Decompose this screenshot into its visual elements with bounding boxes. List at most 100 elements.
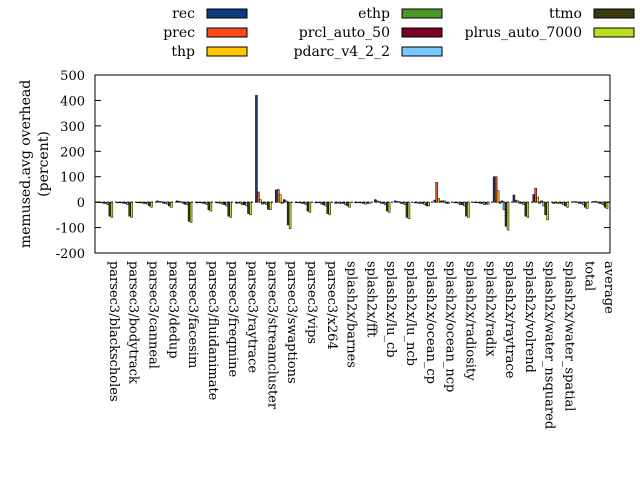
bar-ttmo [564, 201, 567, 207]
bar-ttmo [366, 201, 369, 204]
bar-ethp [379, 201, 383, 204]
bar-ethp [142, 201, 145, 204]
bar-ethp [597, 201, 601, 204]
bar-ethp [498, 201, 502, 204]
x-tick-label: parsec3/blackscholes [106, 261, 121, 402]
bar-plrus-auto-7000 [585, 201, 589, 209]
bar-ethp [360, 201, 363, 204]
bar-pdarc-v4-2-2 [601, 201, 605, 205]
y-tick-label: 200 [60, 145, 85, 160]
bar-prec [158, 201, 161, 203]
bar-ttmo [385, 201, 389, 212]
bar-ethp [538, 201, 541, 204]
bar-prec [336, 201, 339, 204]
bar-plrus-auto-7000 [130, 201, 133, 218]
bar-plrus-auto-7000 [447, 201, 450, 204]
x-tick-label: parsec3/canneal [146, 261, 161, 369]
legend-swatch [401, 8, 443, 19]
bar-pdarc-v4-2-2 [383, 201, 387, 205]
bar-plrus-auto-7000 [308, 201, 312, 213]
bar-pdarc-v4-2-2 [324, 201, 327, 207]
bar-thp [576, 201, 579, 203]
x-tick-label: parsec3/raytrace [245, 261, 260, 373]
bar-plrus-auto-7000 [506, 201, 510, 231]
bar-thp [239, 201, 242, 204]
bar-prcl-auto-50 [243, 201, 246, 205]
bar-ttmo [603, 201, 607, 208]
bar-ethp [479, 201, 482, 204]
bar-ethp [320, 201, 324, 205]
bar-prec [593, 201, 597, 203]
bar-thp [496, 190, 500, 203]
legend-label: ethp [358, 6, 390, 22]
y-tick-label: 0 [77, 196, 85, 211]
bar-ethp [102, 201, 106, 204]
x-tick-label: parsec3/swaptions [284, 261, 299, 384]
y-tick-label: 100 [60, 171, 85, 186]
bar-pdarc-v4-2-2 [126, 201, 129, 205]
bar-thp [536, 196, 539, 203]
bar-plrus-auto-7000 [368, 201, 371, 204]
x-tick-label: splash2x/radix [482, 261, 497, 357]
bar-ttmo [207, 201, 211, 211]
x-tick-label: parsec3/dedup [165, 261, 180, 359]
bar-prec [554, 201, 557, 204]
bar-ethp [162, 201, 165, 204]
bar-plrus-auto-7000 [189, 201, 193, 223]
bar-ethp [558, 201, 561, 204]
bar-plrus-auto-7000 [566, 201, 569, 208]
bar-prcl-auto-50 [481, 201, 484, 204]
x-tick-label: splash2x/raytrace [502, 261, 517, 379]
y-tick-label: -100 [56, 222, 85, 237]
bar-prec [197, 201, 201, 203]
bar-rec [492, 176, 496, 203]
bar-prec [118, 201, 122, 203]
x-tick-label: parsec3/freqmine [225, 261, 240, 377]
bar-plrus-auto-7000 [605, 201, 609, 209]
bar-plrus-auto-7000 [486, 201, 490, 205]
bar-pdarc-v4-2-2 [284, 200, 288, 203]
bar-plrus-auto-7000 [229, 201, 232, 218]
bar-ethp [459, 201, 462, 205]
x-tick-label: parsec3/bodytrack [126, 261, 141, 384]
bar-rec [453, 201, 456, 204]
bar-pdarc-v4-2-2 [502, 201, 506, 211]
bar-prcl-auto-50 [144, 201, 147, 204]
bar-prec [494, 176, 498, 203]
bar-rec [334, 201, 337, 204]
bar-prcl-auto-50 [461, 201, 464, 205]
legend-label: prcl_auto_50 [299, 25, 390, 41]
bar-thp [199, 201, 203, 204]
bar-rec [175, 200, 179, 203]
bar-prcl-auto-50 [560, 201, 563, 204]
bar-ttmo [326, 201, 329, 214]
bar-prcl-auto-50 [381, 201, 385, 204]
bar-prcl-auto-50 [282, 199, 286, 203]
bar-ttmo [247, 201, 250, 214]
bar-rec [116, 201, 120, 204]
bar-rec [572, 201, 575, 203]
bar-pdarc-v4-2-2 [304, 201, 308, 205]
bar-pdarc-v4-2-2 [225, 201, 228, 207]
bar-rec [235, 201, 238, 204]
bar-thp [397, 201, 401, 203]
bar-plrus-auto-7000 [467, 201, 470, 218]
bar-pdarc-v4-2-2 [166, 201, 169, 205]
bar-ttmo [465, 201, 468, 217]
bar-rec [215, 201, 219, 204]
bar-prcl-auto-50 [203, 201, 207, 204]
bar-rec [314, 201, 318, 204]
legend-label: rec [172, 6, 195, 22]
bar-plrus-auto-7000 [110, 201, 114, 218]
bar-pdarc-v4-2-2 [403, 201, 407, 205]
bar-prcl-auto-50 [401, 201, 405, 204]
bar-thp [477, 201, 480, 204]
bar-thp [338, 201, 341, 204]
x-tick-label: parsec3/facesim [185, 261, 200, 368]
bar-prcl-auto-50 [362, 201, 365, 204]
bar-thp [179, 201, 183, 203]
bar-plrus-auto-7000 [209, 201, 213, 212]
bar-thp [278, 194, 282, 203]
bar-prcl-auto-50 [441, 200, 444, 203]
